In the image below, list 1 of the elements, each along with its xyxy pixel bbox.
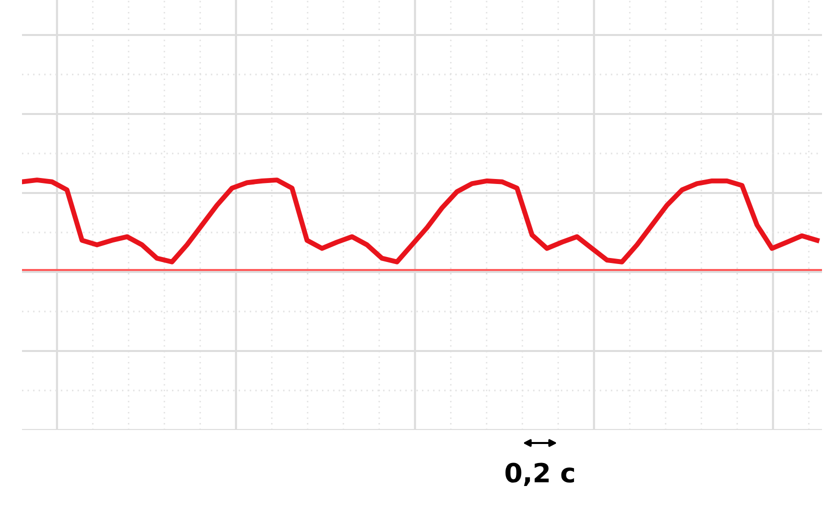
text: 0,2 с	[505, 462, 574, 486]
